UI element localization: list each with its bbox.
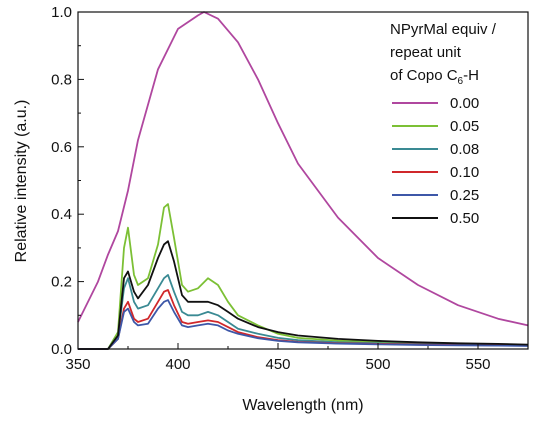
- legend: NPyrMal equiv / repeat unit of Copo C6-H…: [390, 21, 497, 227]
- legend-items: 0.00 0.05 0.08 0.10 0.25 0.50: [392, 95, 479, 227]
- legend-title-line1: NPyrMal equiv /: [390, 21, 497, 38]
- y-tick-label: 0.4: [51, 206, 72, 223]
- legend-label-0.50: 0.50: [450, 210, 479, 227]
- y-tick-label: 1.0: [51, 4, 72, 21]
- series-line-0.05: [78, 203, 529, 350]
- series-line-0.50: [78, 240, 529, 350]
- legend-title-line3-b: -H: [463, 67, 479, 84]
- y-axis-label: Relative intensity (a.u.): [13, 100, 30, 263]
- legend-label-0.00: 0.00: [450, 95, 479, 112]
- legend-label-0.05: 0.05: [450, 118, 479, 135]
- legend-label-0.25: 0.25: [450, 187, 479, 204]
- x-tick-label: 350: [65, 356, 90, 373]
- x-tick-label: 450: [265, 356, 290, 373]
- series-line-0.25: [78, 299, 529, 350]
- y-tick-label: 0.0: [51, 341, 72, 358]
- x-tick-label: 550: [465, 356, 490, 373]
- legend-title-line3-a: of Copo C: [390, 67, 458, 84]
- legend-label-0.10: 0.10: [450, 164, 479, 181]
- series-layer: [77, 11, 529, 350]
- series-line-0.00: [77, 11, 529, 327]
- x-tick-label: 500: [365, 356, 390, 373]
- y-tick-label: 0.8: [51, 71, 72, 88]
- y-tick-label: 0.2: [51, 274, 72, 291]
- x-axis-label: Wavelength (nm): [242, 397, 363, 414]
- legend-label-0.08: 0.08: [450, 141, 479, 158]
- x-tick-label: 400: [165, 356, 190, 373]
- tick-layer: 350 400 450 500 550 0.0 0.2 0.4 0.6 0.8 1.0: [51, 4, 490, 373]
- legend-title-line3-sub: 6: [458, 76, 464, 87]
- legend-title-line3: of Copo C6-H: [390, 67, 479, 87]
- legend-title-line2: repeat unit: [390, 44, 462, 61]
- y-tick-label: 0.6: [51, 139, 72, 156]
